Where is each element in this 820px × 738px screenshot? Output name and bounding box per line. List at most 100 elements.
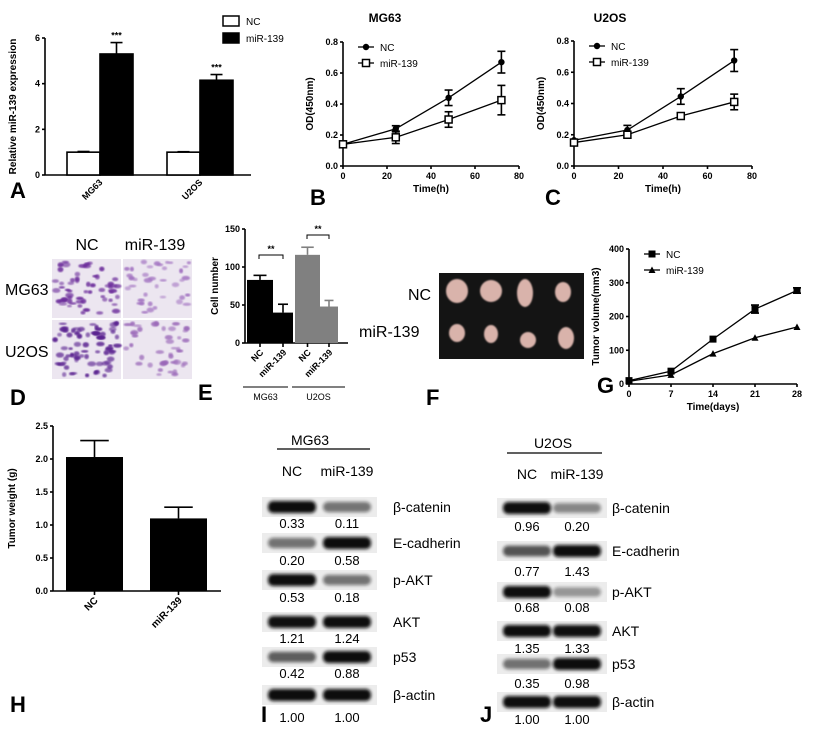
protein-band <box>553 696 601 708</box>
cell <box>59 281 65 286</box>
bar-NC <box>166 151 201 176</box>
panel-label-J: J <box>480 702 492 727</box>
protein-band <box>553 587 601 597</box>
protein-label: p53 <box>393 649 417 665</box>
cell <box>58 286 65 289</box>
cell <box>84 262 91 266</box>
bar-NC <box>66 151 101 176</box>
y-tick-label: 200 <box>609 312 624 322</box>
significance: *** <box>211 63 222 73</box>
marker-open-square <box>729 97 739 107</box>
cell <box>82 308 91 312</box>
cell <box>129 343 134 348</box>
marker-open-square <box>569 138 579 147</box>
cell <box>82 342 89 348</box>
y-tick-label: 50 <box>230 300 240 310</box>
y-axis-title: Tumor weight (g) <box>7 468 18 548</box>
y-tick-label: 0.6 <box>325 68 338 78</box>
lane-label: NC <box>517 466 537 482</box>
micrograph-image <box>52 320 122 379</box>
lane-label: miR-139 <box>551 466 604 482</box>
cell <box>136 301 144 305</box>
series-line-miR-139 <box>573 101 735 144</box>
marker-square <box>648 250 656 258</box>
marker-square <box>751 305 759 313</box>
band-quantification: 0.20 <box>279 553 304 568</box>
cell <box>69 277 76 283</box>
cell <box>57 266 64 273</box>
western-blot-I: MG63 NC miR-139 0.33 0.11 β-catenin 0.20 0.58 E-… <box>262 432 461 725</box>
legend-label: miR-139 <box>380 59 418 70</box>
x-tick-label: 40 <box>426 171 436 181</box>
cell <box>55 352 65 358</box>
panel-label-I: I <box>261 702 267 727</box>
significance: ** <box>267 244 275 254</box>
x-tick-label: 80 <box>747 171 757 181</box>
cell <box>102 373 107 378</box>
marker-open-square <box>592 57 602 67</box>
cell <box>182 265 189 269</box>
cell <box>176 299 183 305</box>
protein-band <box>503 625 551 637</box>
cell <box>98 287 106 293</box>
y-tick-label: 0.4 <box>556 99 569 109</box>
cell <box>92 274 99 278</box>
cell <box>80 310 86 315</box>
tumor <box>517 279 533 307</box>
marker-square <box>793 287 801 295</box>
cell <box>63 365 70 370</box>
micrograph-image <box>123 259 192 318</box>
cell <box>57 332 62 337</box>
marker-open-square <box>623 130 632 139</box>
cell <box>87 290 93 294</box>
panel-label-A: A <box>10 178 26 203</box>
cell <box>165 339 175 344</box>
significance: *** <box>111 31 122 41</box>
protein-band <box>323 501 371 513</box>
cell <box>95 361 104 367</box>
blot-title: MG63 <box>291 432 329 448</box>
cell <box>108 327 117 332</box>
cell <box>103 350 110 356</box>
y-axis-title: OD(450nm) <box>536 77 547 130</box>
cell <box>74 331 80 336</box>
cell <box>74 276 80 282</box>
marker-open-square <box>497 95 506 105</box>
cell <box>130 329 139 336</box>
bar-NC <box>247 279 273 343</box>
bar-miR-139 <box>99 53 134 176</box>
chart-H: 0.0 0.5 1.0 1.5 2.0 2.5 Tumor weight (g) NC miR-… <box>7 421 221 631</box>
cell <box>52 288 61 293</box>
cell <box>146 307 155 313</box>
cell <box>123 323 133 327</box>
cell <box>61 261 71 268</box>
panel-label-F: F <box>426 385 439 410</box>
x-axis-title: Time(days) <box>687 402 740 413</box>
panel-label-E: E <box>198 380 213 405</box>
band-quantification: 0.42 <box>279 666 304 681</box>
protein-band <box>323 689 371 701</box>
cell <box>186 261 191 265</box>
band-quantification: 1.00 <box>334 710 359 725</box>
row-label: U2OS <box>5 344 49 361</box>
cell <box>85 373 90 378</box>
column-label: NC <box>75 237 98 254</box>
band-quantification: 0.58 <box>334 553 359 568</box>
cell <box>89 323 97 326</box>
cell <box>132 277 138 282</box>
cell <box>139 354 145 361</box>
cell <box>181 361 188 366</box>
tumor <box>449 324 465 342</box>
micrograph-image <box>51 259 122 318</box>
cell <box>147 276 157 281</box>
band-quantification: 0.96 <box>514 519 539 534</box>
column-label: miR-139 <box>125 237 186 254</box>
y-tick-label: 0 <box>35 170 40 180</box>
series-line-NC <box>342 61 502 145</box>
y-tick-label: 0.8 <box>556 36 569 46</box>
cell <box>142 272 149 277</box>
cell <box>99 266 105 272</box>
cell <box>133 324 142 328</box>
cell <box>57 263 63 268</box>
